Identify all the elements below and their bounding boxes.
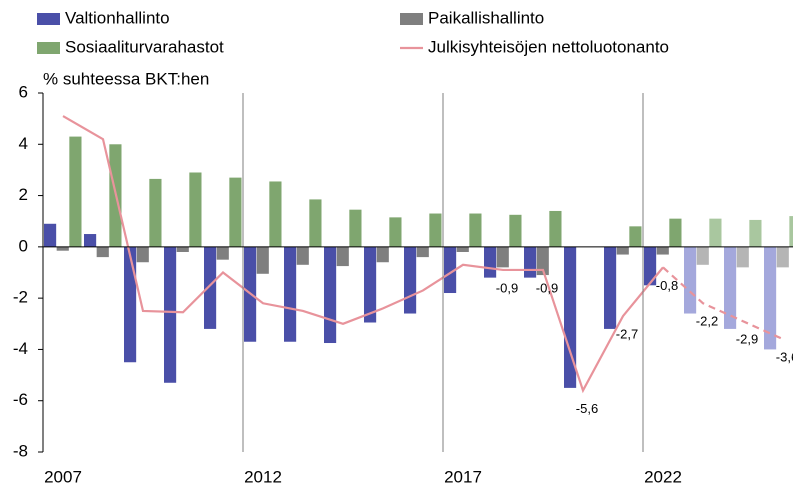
bar (309, 199, 322, 247)
bar (269, 181, 282, 247)
bar (549, 210, 562, 247)
bar (229, 177, 242, 247)
bar (644, 246, 657, 286)
bar (696, 246, 709, 265)
bar (176, 246, 189, 252)
legend-swatch (400, 13, 423, 25)
bar (496, 246, 509, 268)
bar (724, 246, 737, 329)
bar (164, 246, 177, 383)
bar (149, 178, 162, 247)
bar (469, 213, 482, 247)
bar (484, 246, 497, 278)
bar (96, 246, 109, 258)
bar (429, 213, 442, 247)
bar (656, 246, 669, 255)
bar (709, 218, 722, 247)
x-tick-label: 2007 (44, 467, 82, 486)
bar (524, 246, 537, 278)
y-tick-label: 4 (19, 134, 28, 153)
bar (204, 246, 217, 329)
bar (389, 217, 402, 247)
bar (564, 246, 577, 388)
bar (256, 246, 269, 274)
line (662, 266, 784, 341)
bar (789, 216, 793, 247)
x-tick-label: 2017 (444, 467, 482, 486)
bar (684, 246, 697, 314)
data-label: -5,6 (576, 401, 598, 416)
data-label: -2,7 (616, 327, 638, 342)
legend-swatch (37, 13, 60, 25)
bar (736, 246, 749, 268)
data-label: -2,9 (736, 332, 758, 347)
bar (749, 219, 762, 247)
bar (629, 226, 642, 247)
y-tick-label: 6 (19, 82, 28, 101)
bar (216, 246, 229, 260)
data-label: -0,8 (656, 278, 678, 293)
data-label: -0,9 (496, 280, 518, 295)
y-tick-label: 0 (19, 236, 28, 255)
bar (124, 246, 137, 363)
legend-label: Valtionhallinto (65, 8, 170, 27)
bar (416, 246, 429, 258)
bar (296, 246, 309, 265)
bar (69, 136, 82, 247)
y-axis-label: % suhteessa BKT:hen (43, 69, 209, 88)
bar (189, 172, 202, 247)
bar (336, 246, 349, 267)
x-tick-label: 2012 (244, 467, 282, 486)
y-tick-label: -2 (13, 288, 28, 307)
y-tick-label: 2 (19, 185, 28, 204)
legend-label: Paikallishallinto (428, 8, 544, 27)
bar (84, 234, 97, 247)
bar (776, 246, 789, 268)
plot-area (44, 115, 793, 394)
bar (604, 246, 617, 329)
bar (324, 246, 337, 344)
bar (536, 246, 549, 276)
bar (284, 246, 297, 342)
bar (349, 209, 362, 247)
legend-swatch (37, 42, 60, 54)
bar (616, 246, 629, 255)
bar (764, 246, 777, 350)
bar (56, 246, 69, 251)
bar (404, 246, 417, 314)
x-tick-label: 2022 (644, 467, 682, 486)
bar (364, 246, 377, 323)
bar (444, 246, 457, 294)
y-tick-label: -4 (13, 339, 28, 358)
bar (44, 223, 57, 247)
legend-label: Sosiaaliturvarahastot (65, 37, 224, 56)
legend-label: Julkisyhteisöjen nettoluotonanto (428, 37, 669, 56)
bar (456, 246, 469, 252)
y-tick-label: -6 (13, 390, 28, 409)
bar (509, 214, 522, 247)
bar (136, 246, 149, 263)
data-label: -0,9 (536, 280, 558, 295)
bar (376, 246, 389, 263)
bar (669, 218, 682, 247)
data-label: -2,2 (696, 314, 718, 329)
line (62, 115, 664, 394)
y-tick-label: -8 (13, 441, 28, 460)
data-label: -3,6 (776, 350, 793, 365)
